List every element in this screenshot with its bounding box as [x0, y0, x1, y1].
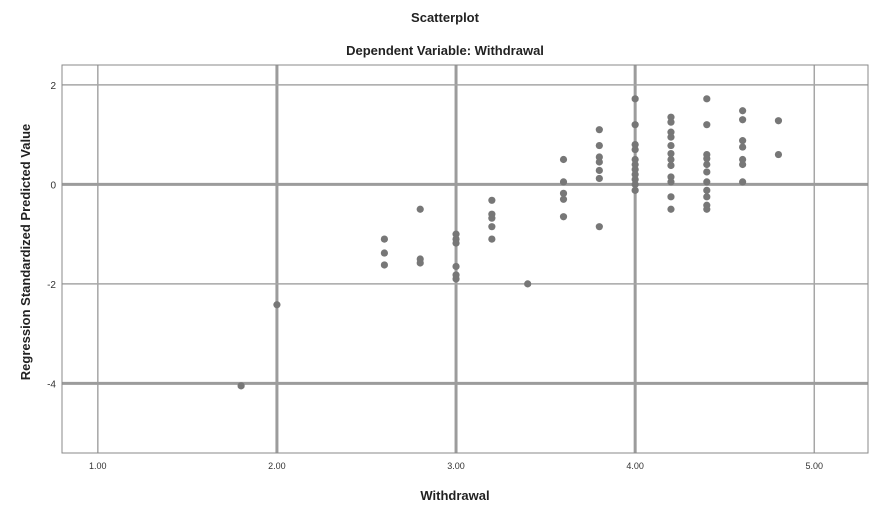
scatter-point-18	[488, 235, 496, 243]
scatter-point-71	[739, 160, 747, 169]
scatter-point-69	[739, 143, 747, 151]
scatter-point-3	[380, 249, 388, 257]
scatter-point-27	[595, 153, 603, 161]
scatter-point-63	[703, 193, 711, 201]
scatter-point-29	[595, 166, 603, 175]
scatter-point-51	[667, 173, 675, 181]
x-tick-label-1: 2.00	[268, 461, 286, 471]
grid-lines	[62, 65, 868, 453]
scatter-point-60	[703, 168, 711, 176]
chart-subtitle: Dependent Variable: Withdrawal	[346, 43, 544, 58]
scatter-point-58	[703, 154, 711, 163]
chart-title: Scatterplot	[411, 10, 480, 25]
scatter-point-70	[739, 155, 747, 164]
scatter-point-67	[739, 116, 747, 124]
scatter-point-48	[667, 149, 675, 158]
scatter-point-40	[631, 175, 639, 184]
scatter-point-53	[667, 193, 675, 201]
scatter-point-43	[667, 113, 675, 121]
scatter-point-74	[774, 150, 783, 159]
scatter-point-44	[667, 118, 675, 126]
scatter-point-13	[452, 275, 460, 283]
scatter-point-50	[667, 161, 675, 170]
scatter-point-73	[774, 117, 783, 125]
scatter-point-7	[416, 259, 424, 267]
scatter-point-61	[703, 178, 711, 186]
scatter-point-65	[703, 205, 711, 213]
x-tick-label-2: 3.00	[447, 461, 465, 471]
scatter-point-59	[703, 160, 711, 169]
scatter-point-34	[631, 140, 639, 149]
scatter-point-68	[739, 137, 747, 145]
y-tick-label-0: 2	[50, 81, 56, 92]
scatter-point-56	[703, 121, 711, 129]
scatter-point-16	[488, 214, 496, 222]
scatter-point-14	[488, 196, 496, 204]
scatter-point-62	[703, 186, 711, 194]
scatter-point-10	[452, 239, 460, 247]
scatter-point-54	[667, 205, 675, 213]
scatter-point-41	[631, 180, 639, 188]
scatter-point-21	[559, 178, 568, 186]
scatter-point-52	[667, 178, 675, 186]
scatter-point-28	[595, 158, 603, 166]
x-tick-label-4: 5.00	[806, 461, 824, 471]
scatter-point-0	[237, 382, 245, 390]
y-tick-labels: 2 0 -2 -4	[47, 81, 56, 390]
scatter-point-24	[559, 213, 568, 221]
scatter-point-8	[452, 230, 460, 238]
y-tick-label-2: -2	[47, 280, 56, 291]
scatter-point-11	[452, 262, 460, 271]
scatter-point-36	[631, 155, 639, 164]
scatter-point-47	[667, 141, 675, 150]
scatter-point-46	[667, 133, 675, 141]
scatter-point-35	[631, 145, 639, 154]
scatter-point-49	[667, 155, 675, 164]
x-tick-label-0: 1.00	[89, 461, 107, 471]
scatter-point-2	[380, 235, 388, 243]
scatter-point-30	[595, 174, 603, 183]
scatter-point-37	[631, 160, 639, 169]
y-tick-label-1: 0	[50, 180, 56, 191]
scatter-point-1	[273, 301, 281, 309]
data-points	[237, 95, 783, 390]
scatter-point-20	[559, 155, 568, 164]
scatter-point-4	[380, 261, 388, 269]
scatter-point-72	[739, 178, 747, 186]
scatter-point-17	[488, 223, 496, 231]
scatter-point-22	[559, 189, 568, 197]
scatter-point-66	[739, 107, 747, 115]
scatter-point-55	[703, 95, 711, 103]
scatter-point-42	[631, 186, 639, 194]
x-axis-label: Withdrawal	[420, 488, 489, 503]
scatter-point-45	[667, 128, 675, 136]
scatter-point-33	[631, 121, 639, 129]
scatter-point-31	[595, 223, 603, 231]
y-axis-label: Regression Standardized Predicted Value	[18, 124, 33, 380]
scatter-point-23	[559, 195, 568, 203]
scatter-point-32	[631, 95, 639, 103]
y-tick-label-3: -4	[47, 379, 56, 390]
x-tick-labels: 1.00 2.00 3.00 4.00 5.00	[89, 461, 823, 471]
scatter-point-5	[416, 205, 424, 213]
x-tick-label-3: 4.00	[626, 461, 644, 471]
scatter-point-39	[631, 170, 639, 179]
scatter-point-38	[631, 165, 639, 174]
plot-frame	[61, 64, 869, 454]
scatter-point-26	[595, 141, 603, 150]
scatter-point-25	[595, 126, 603, 134]
scatter-point-19	[524, 280, 532, 288]
